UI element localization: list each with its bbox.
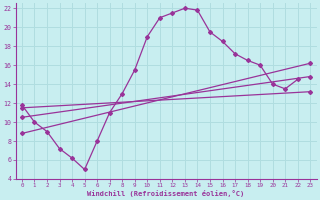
X-axis label: Windchill (Refroidissement éolien,°C): Windchill (Refroidissement éolien,°C) (87, 190, 245, 197)
